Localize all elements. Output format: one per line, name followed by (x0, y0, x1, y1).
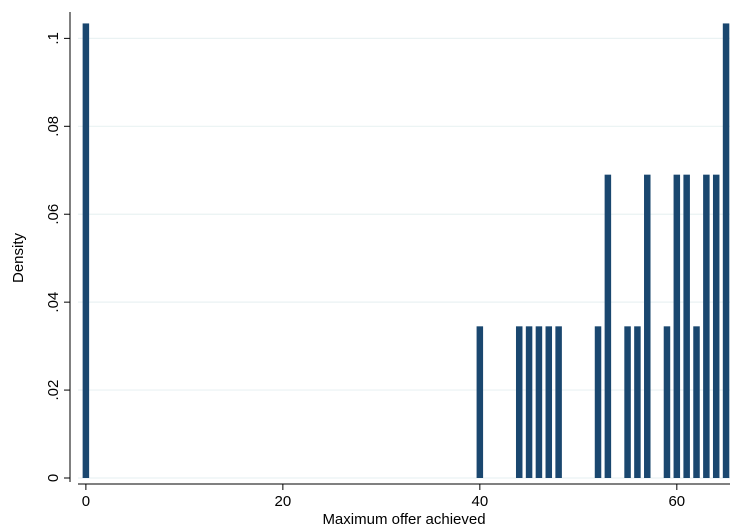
y-tick-label: .1 (45, 32, 62, 45)
bar (683, 174, 690, 478)
bar (712, 174, 720, 478)
x-tick-label: 20 (275, 493, 292, 510)
bar (594, 326, 602, 478)
bar (82, 23, 90, 479)
bar (535, 326, 543, 478)
bar (545, 326, 553, 478)
x-tick-label: 40 (471, 493, 488, 510)
bar (476, 326, 484, 478)
y-tick-label: .06 (45, 204, 62, 225)
x-axis-label: Maximum offer achieved (322, 511, 485, 528)
x-tick-label: 60 (668, 493, 685, 510)
y-tick-label: 0 (45, 474, 62, 482)
bar (525, 326, 533, 478)
bar (693, 326, 700, 478)
bar (515, 326, 523, 478)
bar (604, 174, 612, 478)
bar (634, 326, 641, 478)
bar (644, 174, 651, 478)
bar (703, 174, 710, 478)
y-tick-label: .08 (45, 116, 62, 137)
bar (663, 326, 671, 478)
y-tick-label: .02 (45, 380, 62, 401)
y-tick-label: .04 (45, 292, 62, 313)
y-axis-label: Density (10, 232, 27, 283)
x-tick-label: 0 (82, 493, 90, 510)
bar (555, 326, 562, 478)
bar (624, 326, 631, 478)
bar (673, 174, 681, 478)
bar (722, 23, 730, 479)
